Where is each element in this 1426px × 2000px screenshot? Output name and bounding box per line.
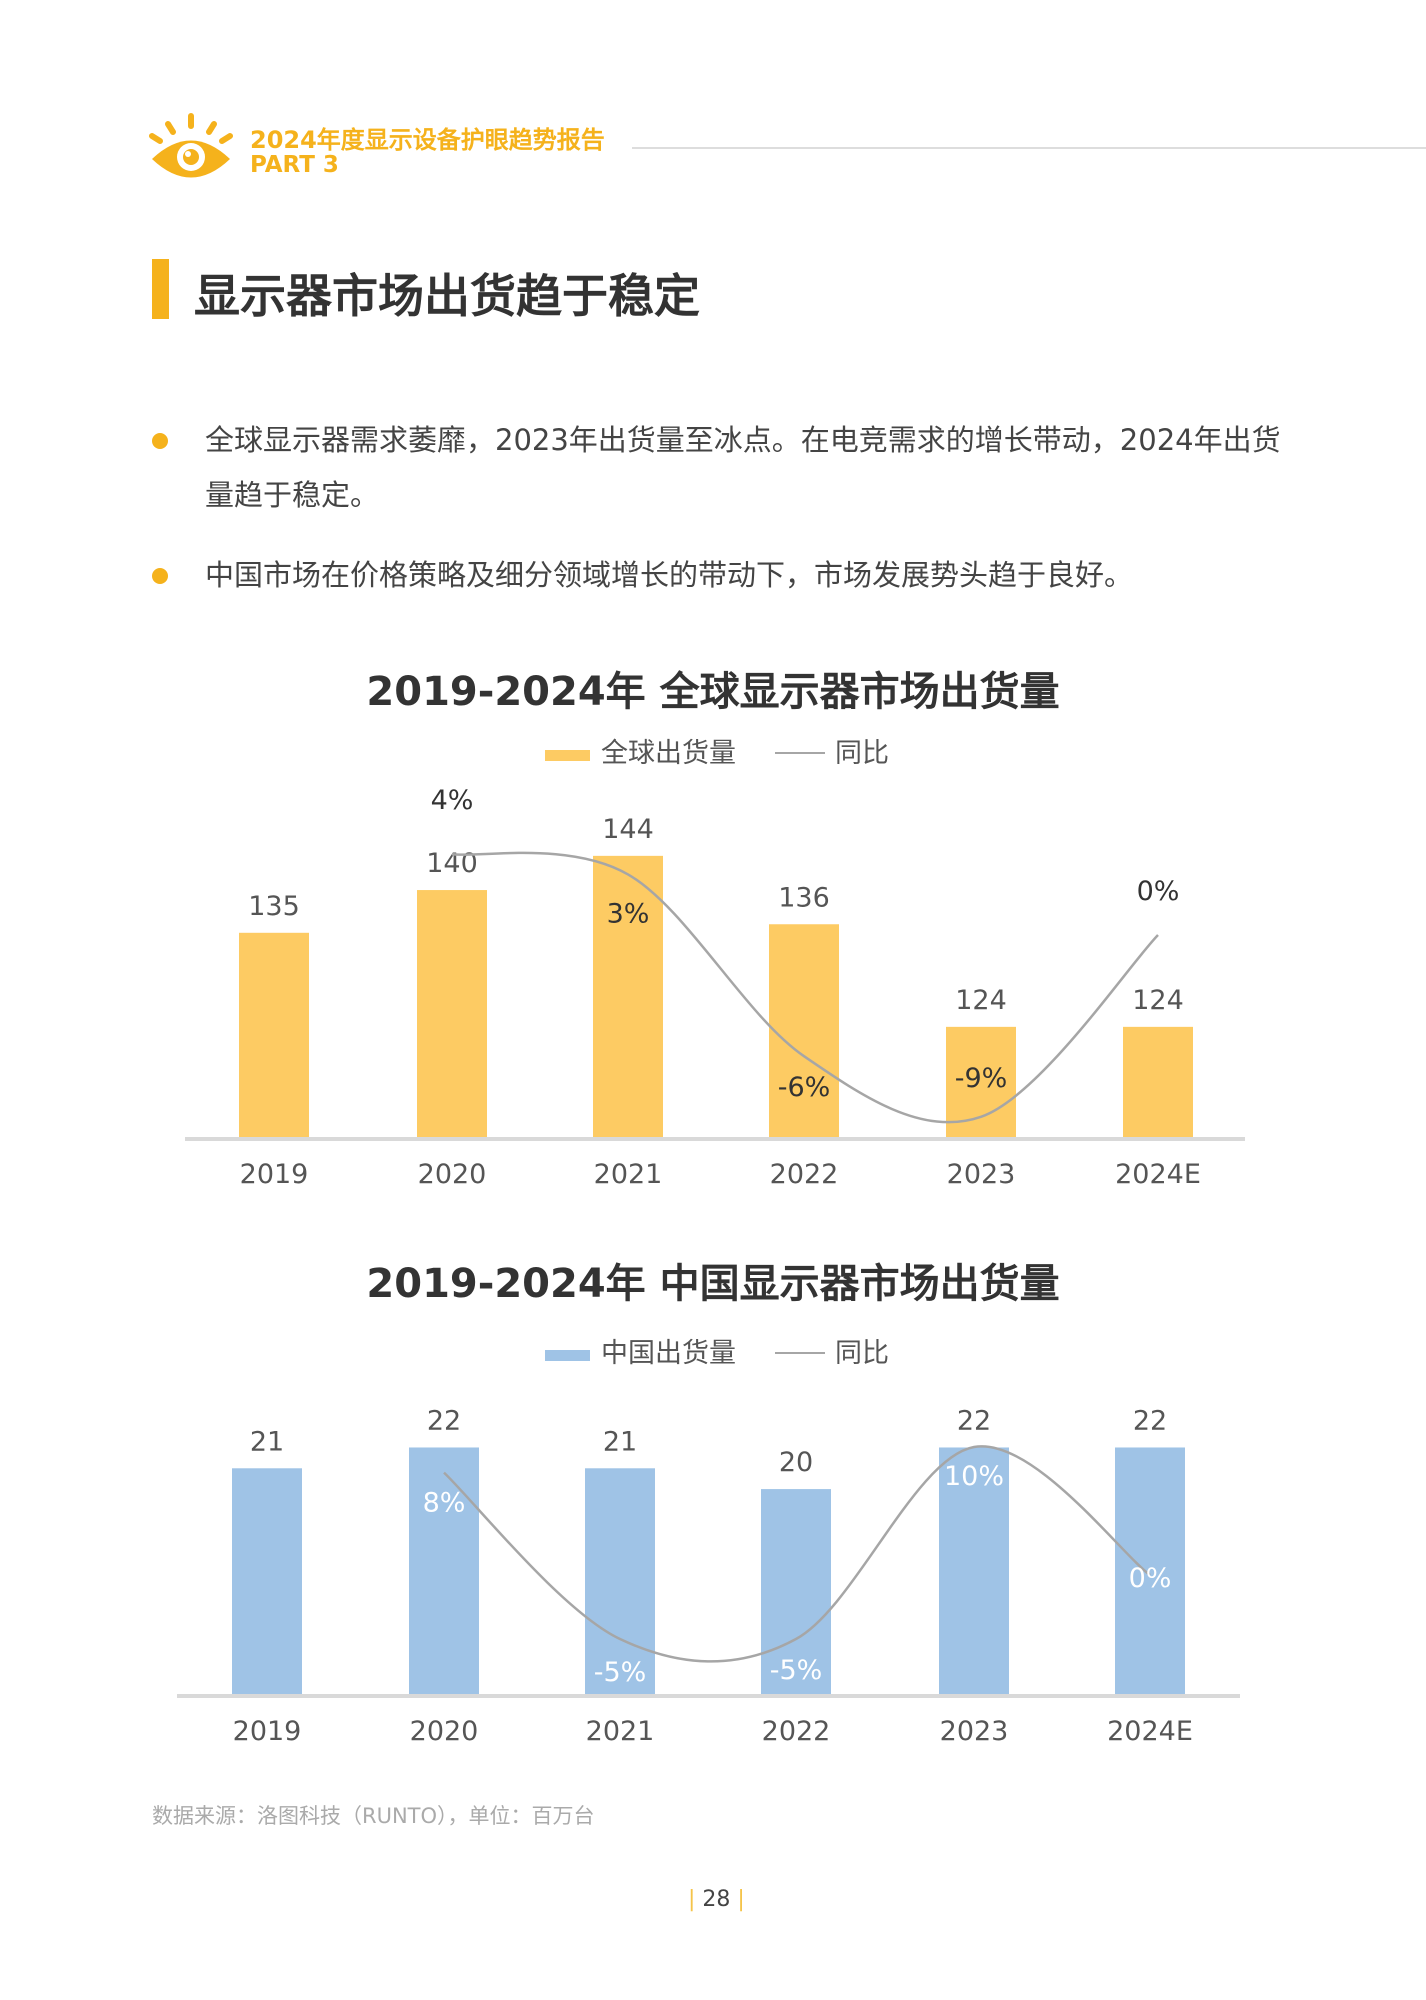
section-accent-bar <box>152 259 169 319</box>
yoy-label: 10% <box>944 1461 1004 1492</box>
yoy-label: 3% <box>607 898 650 929</box>
bullet-dot <box>152 433 168 449</box>
bar-value-label: 22 <box>1133 1405 1167 1436</box>
x-tick-label: 2021 <box>586 1716 655 1747</box>
yoy-line <box>443 1445 1151 1663</box>
legend-label: 同比 <box>835 1338 889 1369</box>
legend-bar-swatch <box>545 750 590 761</box>
yoy-label: 8% <box>423 1488 466 1519</box>
bar <box>239 932 309 1138</box>
yoy-label: 0% <box>1129 1563 1172 1594</box>
bar <box>585 1468 655 1695</box>
chart-title: 2019-2024年 全球显示器市场出货量 <box>366 669 1059 715</box>
legend-label: 全球出货量 <box>601 738 736 769</box>
x-tick-label: 2024E <box>1107 1716 1193 1747</box>
x-tick-label: 2023 <box>940 1716 1009 1747</box>
bar-value-label: 20 <box>779 1447 813 1478</box>
bar <box>761 1489 831 1695</box>
page-number: | 28 | <box>688 1887 745 1912</box>
bar-value-label: 21 <box>603 1426 637 1457</box>
yoy-label: 0% <box>1137 876 1180 907</box>
x-tick-label: 2020 <box>410 1716 479 1747</box>
bar <box>939 1447 1009 1695</box>
bullet-item: 中国市场在价格策略及细分领域增长的带动下，市场发展势头趋于良好。 <box>150 548 1290 603</box>
chart-title: 2019-2024年 中国显示器市场出货量 <box>366 1261 1059 1307</box>
eye-logo-icon <box>149 113 233 178</box>
bullet-dot <box>152 568 168 584</box>
bar-value-label: 21 <box>250 1426 284 1457</box>
legend-bar-swatch <box>545 1350 590 1361</box>
bar <box>769 924 839 1138</box>
x-tick-label: 2022 <box>762 1716 831 1747</box>
bullet-text: 中国市场在价格策略及细分领域增长的带动下，市场发展势头趋于良好。 <box>205 558 1134 592</box>
bar <box>1123 1026 1193 1138</box>
report-title: 2024年度显示设备护眼趋势报告 <box>250 126 605 154</box>
bar-value-label: 136 <box>778 882 830 913</box>
x-tick-label: 2024E <box>1115 1159 1201 1190</box>
x-tick-label: 2021 <box>594 1159 663 1190</box>
x-tick-label: 2019 <box>240 1159 309 1190</box>
legend-label: 同比 <box>835 738 889 769</box>
bar <box>232 1468 302 1695</box>
legend-label: 中国出货量 <box>601 1338 736 1369</box>
bar-value-label: 135 <box>248 891 300 922</box>
bullet-item: 全球显示器需求萎靡，2023年出货量至冰点。在电竞需求的增长带动，2024年出货… <box>150 413 1290 523</box>
bullet-text: 全球显示器需求萎靡，2023年出货量至冰点。在电竞需求的增长带动，2024年出货… <box>205 423 1281 512</box>
bar-value-label: 22 <box>427 1405 461 1436</box>
bar <box>409 1447 479 1695</box>
bar <box>946 1026 1016 1138</box>
yoy-label: -9% <box>955 1063 1008 1094</box>
page-number-text: 28 <box>702 1887 731 1912</box>
bar <box>417 890 487 1138</box>
bar-value-label: 140 <box>426 848 478 879</box>
bar-value-label: 144 <box>602 814 654 845</box>
yoy-label: -5% <box>770 1655 823 1686</box>
section-title: 显示器市场出货趋于稳定 <box>194 269 700 323</box>
x-tick-label: 2022 <box>770 1159 839 1190</box>
bar <box>1115 1447 1185 1695</box>
data-source: 数据来源：洛图科技（RUNTO），单位：百万台 <box>152 1804 595 1828</box>
bar-value-label: 124 <box>1132 985 1184 1016</box>
bar-value-label: 124 <box>955 985 1007 1016</box>
yoy-label: -5% <box>594 1657 647 1688</box>
bar-value-label: 22 <box>957 1405 991 1436</box>
report-part: PART 3 <box>250 152 339 178</box>
x-tick-label: 2020 <box>418 1159 487 1190</box>
yoy-label: 4% <box>431 785 474 816</box>
yoy-label: -6% <box>778 1072 831 1103</box>
header-divider <box>632 147 1426 149</box>
x-tick-label: 2019 <box>233 1716 302 1747</box>
yoy-line <box>451 851 1159 1124</box>
bar <box>593 855 663 1138</box>
x-tick-label: 2023 <box>947 1159 1016 1190</box>
